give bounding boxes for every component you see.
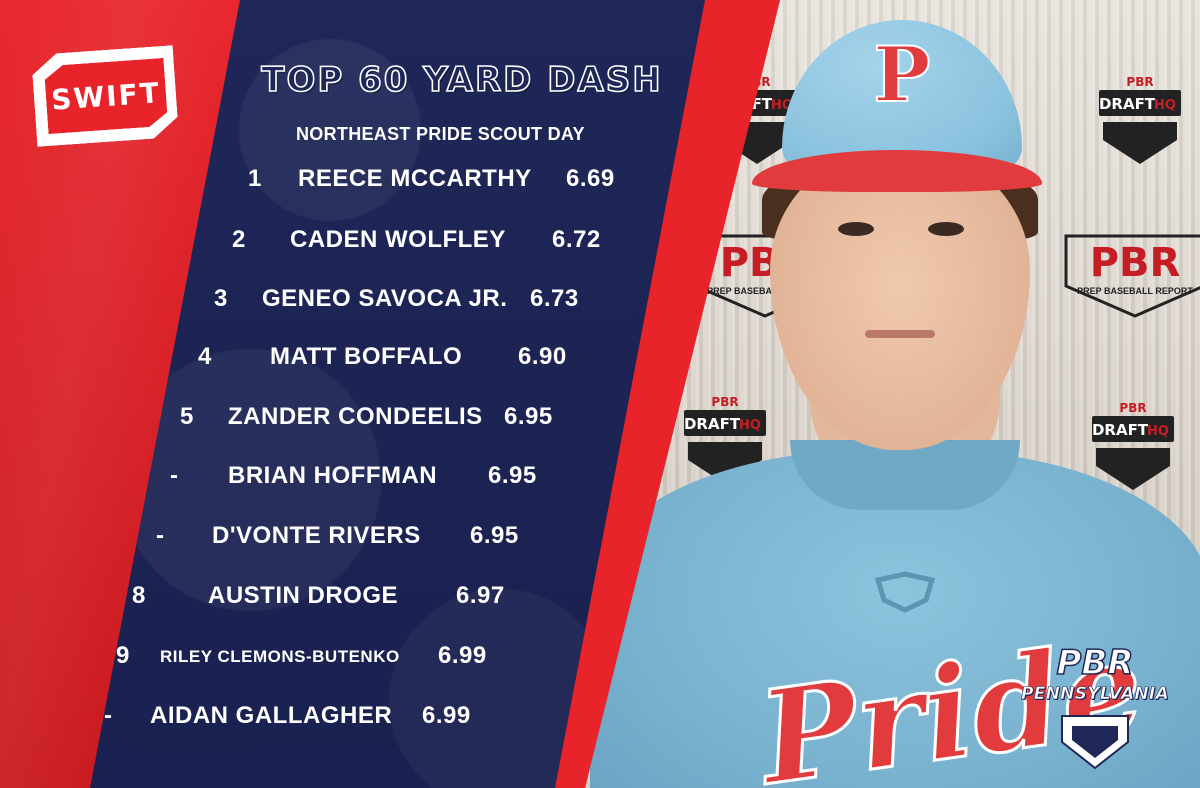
draft-hq-logo-backdrop: PBR DRAFT HQ xyxy=(1099,75,1181,164)
ranking-name: RILEY CLEMONS-BUTENKO xyxy=(160,647,400,666)
ranking-name: CADEN WOLFLEY xyxy=(290,226,506,253)
pbr-mark-text: PBR xyxy=(1056,643,1133,682)
sponsor-badge: SWIFT xyxy=(44,58,168,134)
ranking-time: 6.73 xyxy=(530,285,579,312)
pbr-region-text: PENNSYLVANIA xyxy=(1020,684,1170,705)
draft-hq-brand: PBR xyxy=(711,395,738,409)
draft-text: DRAFT xyxy=(1099,95,1156,113)
ranking-rank: 5 xyxy=(180,403,194,430)
ranking-time: 6.90 xyxy=(518,343,567,370)
hq-text: HQ xyxy=(1147,424,1169,439)
ranking-name: MATT BOFFALO xyxy=(270,343,463,370)
player-collar xyxy=(790,440,1020,510)
ranking-name: AUSTIN DROGE xyxy=(208,582,399,609)
ranking-rank: 9 xyxy=(116,642,130,669)
page-title: TOP 60 YARD DASH xyxy=(260,59,663,101)
ranking-rank: 1 xyxy=(248,165,262,192)
ranking-rank: - xyxy=(104,702,113,729)
ranking-name: REECE MCCARTHY xyxy=(298,165,532,192)
hq-text: HQ xyxy=(739,418,761,433)
ranking-time: 6.95 xyxy=(470,522,519,549)
pbr-logo-backdrop: PBR PREP BASEBALL REPORT xyxy=(1064,234,1200,318)
ranking-time: 6.69 xyxy=(566,165,615,192)
pbr-big-text: PBR xyxy=(1090,240,1181,286)
ranking-name: ZANDER CONDEELIS xyxy=(228,403,483,430)
ranking-time: 6.95 xyxy=(488,462,537,489)
ranking-rank: 3 xyxy=(214,285,228,312)
draft-text: DRAFT xyxy=(1092,421,1149,439)
ranking-rank: 8 xyxy=(132,582,146,609)
ranking-name: BRIAN HOFFMAN xyxy=(228,462,438,489)
ranking-rank: - xyxy=(170,462,179,489)
ranking-time: 6.97 xyxy=(456,582,505,609)
shirt-brand-icon xyxy=(874,571,936,613)
draft-text: DRAFT xyxy=(684,415,741,433)
ranking-time: 6.99 xyxy=(438,642,487,669)
cap-logo-letter: P xyxy=(872,29,931,120)
ranking-time: 6.99 xyxy=(422,702,471,729)
home-plate-icon xyxy=(1061,715,1129,770)
draft-hq-logo-backdrop: PBR DRAFT HQ xyxy=(684,395,766,484)
ranking-name: AIDAN GALLAGHER xyxy=(150,702,393,729)
player-eye-left xyxy=(838,222,874,236)
pbr-big-subtext: PREP BASEBALL REPORT xyxy=(707,286,823,296)
ranking-name: GENEO SAVOCA JR. xyxy=(262,285,508,312)
ranking-rank: - xyxy=(156,522,165,549)
ranking-name: D'VONTE RIVERS xyxy=(212,522,421,549)
draft-hq-brand: PBR xyxy=(1126,75,1153,89)
pbr-pennsylvania-logo: PBR PENNSYLVANIA xyxy=(1010,640,1180,780)
pbr-mark: PBR xyxy=(1056,642,1135,682)
event-subtitle: NORTHEAST PRIDE SCOUT DAY xyxy=(296,124,585,144)
hq-text: HQ xyxy=(1154,98,1176,113)
ranking-time: 6.95 xyxy=(504,403,553,430)
player-eye-right xyxy=(928,222,964,236)
ranking-rank: 4 xyxy=(198,343,212,370)
sponsor-logo-text: SWIFT xyxy=(50,75,162,117)
draft-hq-logo-backdrop: PBR DRAFT HQ xyxy=(1092,401,1174,490)
ranking-time: 6.72 xyxy=(552,226,601,253)
pbr-big-subtext: PREP BASEBALL REPORT xyxy=(1077,286,1193,296)
ranking-rank: 2 xyxy=(232,226,246,253)
draft-hq-brand: PBR xyxy=(1119,401,1146,415)
player-mouth xyxy=(865,330,935,338)
player-face xyxy=(770,150,1030,450)
